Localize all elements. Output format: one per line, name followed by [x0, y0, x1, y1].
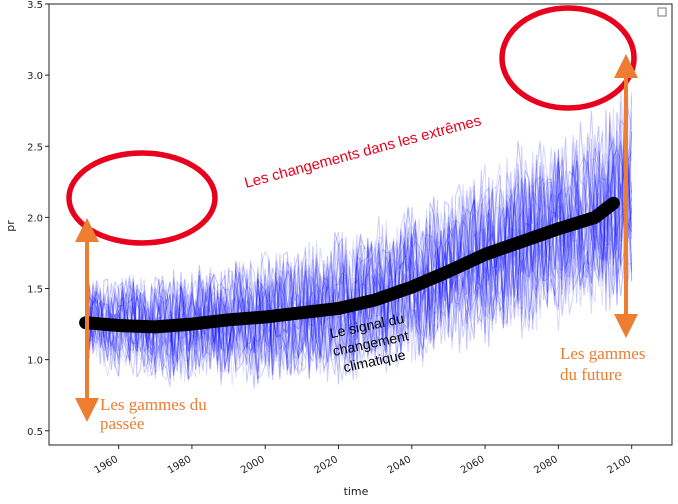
plot-frame — [48, 3, 673, 446]
y-tick-label: 2.0 — [27, 213, 43, 224]
ensemble-member-line — [85, 142, 633, 386]
ensemble-member-line — [85, 145, 633, 381]
legend-box — [657, 7, 667, 17]
future-range-annotation-line1: Les gammes — [560, 344, 645, 363]
past-extremes-circle — [66, 150, 218, 246]
ensemble-member-line — [85, 88, 633, 380]
climate-signal-line — [79, 196, 620, 334]
ensemble-member-line — [85, 134, 633, 387]
ensemble-member-line — [85, 152, 633, 381]
ensemble-member-line — [85, 102, 633, 386]
future-range-annotation-line2: du future — [560, 365, 622, 384]
ensemble-member-line — [85, 110, 633, 377]
ensemble-member-line — [85, 141, 633, 380]
y-tick-label: 1.5 — [27, 285, 43, 296]
y-tick-label: 2.5 — [27, 142, 43, 153]
signal-series-group — [79, 196, 620, 334]
y-tick-label: 3.0 — [27, 71, 43, 82]
past-range-annotation-line1: Les gammes du — [100, 395, 207, 414]
y-axis-ticks: 0.5 1.0 1.5 2.0 2.5 3.0 3.5 — [27, 0, 49, 438]
past-range-annotation-line2: passée — [100, 414, 144, 433]
y-axis-label: pr — [4, 220, 17, 232]
ensemble-member-line — [85, 142, 633, 373]
x-axis-label: time — [344, 485, 369, 498]
ensemble-member-line — [85, 92, 633, 381]
ensemble-member-line — [85, 149, 633, 385]
ensemble-member-line — [85, 133, 633, 369]
y-tick-label: 0.5 — [27, 427, 43, 438]
ensemble-member-line — [85, 112, 632, 375]
ensemble-member-line — [85, 96, 633, 375]
ensemble-member-line — [85, 139, 633, 383]
y-tick-label: 1.0 — [27, 356, 43, 367]
ensemble-member-line — [85, 108, 633, 376]
ensemble-member-line — [85, 138, 633, 376]
y-tick-label: 3.5 — [27, 0, 43, 11]
